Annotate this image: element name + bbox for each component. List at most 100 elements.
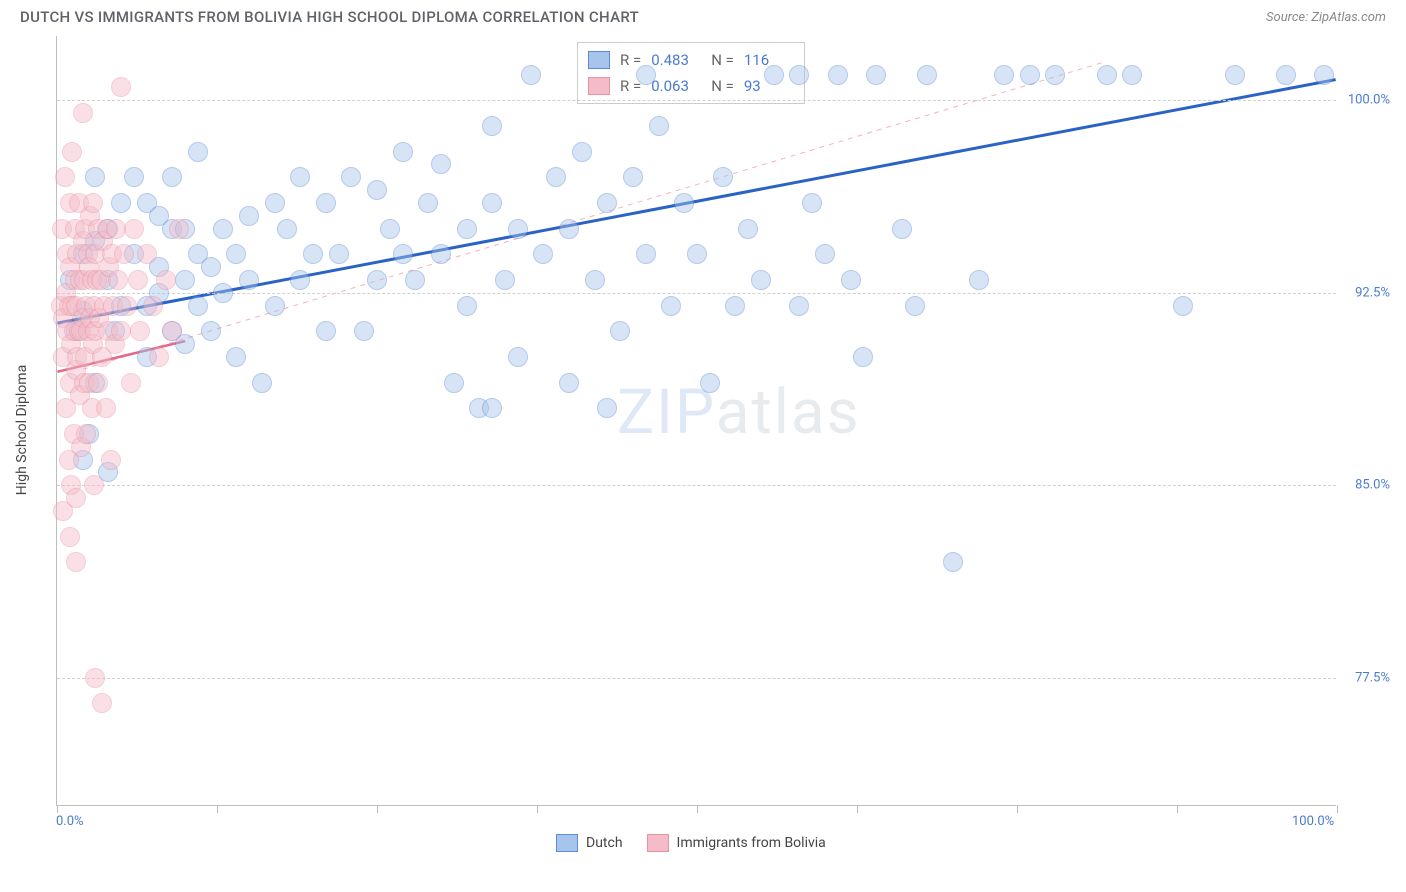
data-point <box>393 244 413 264</box>
gridline <box>57 678 1336 679</box>
data-point <box>114 244 134 264</box>
data-point <box>457 219 477 239</box>
data-point <box>495 270 515 290</box>
data-point <box>137 244 157 264</box>
data-point <box>533 244 553 264</box>
data-point <box>649 116 669 136</box>
stat-r-value: 0.483 <box>651 51 701 69</box>
data-point <box>76 424 96 444</box>
data-point <box>597 398 617 418</box>
data-point <box>175 270 195 290</box>
data-point <box>162 167 182 187</box>
y-axis-title: High School Diploma <box>14 365 30 495</box>
data-point <box>341 167 361 187</box>
data-point <box>121 373 141 393</box>
data-point <box>124 167 144 187</box>
legend-swatch <box>647 834 669 852</box>
legend-swatch <box>588 77 610 95</box>
data-point <box>661 296 681 316</box>
data-point <box>303 244 323 264</box>
data-point <box>201 321 221 341</box>
data-point <box>572 142 592 162</box>
legend-stats-row: R =0.063N =93 <box>588 73 794 99</box>
trend-lines <box>57 36 1336 805</box>
y-tick-label: 92.5% <box>1355 285 1390 300</box>
data-point <box>128 270 148 290</box>
x-tick <box>377 805 378 813</box>
data-point <box>73 103 93 123</box>
data-point <box>88 373 108 393</box>
data-point <box>111 77 131 97</box>
chart-title: DUTCH VS IMMIGRANTS FROM BOLIVIA HIGH SC… <box>20 8 639 26</box>
data-point <box>623 167 643 187</box>
data-point <box>101 450 121 470</box>
x-tick <box>1337 805 1338 813</box>
data-point <box>188 142 208 162</box>
data-point <box>687 244 707 264</box>
data-point <box>85 167 105 187</box>
data-point <box>866 65 886 85</box>
legend-item: Immigrants from Bolivia <box>647 834 826 852</box>
watermark: ZIPatlas <box>617 376 861 449</box>
data-point <box>367 180 387 200</box>
data-point <box>418 193 438 213</box>
data-point <box>367 270 387 290</box>
y-tick-label: 100.0% <box>1348 93 1390 108</box>
data-point <box>239 206 259 226</box>
data-point <box>1097 65 1117 85</box>
data-point <box>636 65 656 85</box>
data-point <box>610 321 630 341</box>
x-tick <box>857 805 858 813</box>
data-point <box>124 219 144 239</box>
data-point <box>149 347 169 367</box>
x-tick <box>697 805 698 813</box>
data-point <box>1173 296 1193 316</box>
data-point <box>169 219 189 239</box>
data-point <box>60 527 80 547</box>
legend-series: Dutch Immigrants from Bolivia <box>556 834 826 852</box>
data-point <box>265 193 285 213</box>
data-point <box>85 668 105 688</box>
legend-item: Dutch <box>556 834 623 852</box>
data-point <box>521 65 541 85</box>
data-point <box>329 244 349 264</box>
data-point <box>201 257 221 277</box>
data-point <box>111 193 131 213</box>
data-point <box>789 65 809 85</box>
data-point <box>751 270 771 290</box>
data-point <box>905 296 925 316</box>
data-point <box>316 193 336 213</box>
data-point <box>431 154 451 174</box>
gridline <box>57 293 1336 294</box>
data-point <box>508 219 528 239</box>
x-tick <box>57 805 58 813</box>
data-point <box>96 398 116 418</box>
data-point <box>713 167 733 187</box>
data-point <box>738 219 758 239</box>
data-point <box>66 488 86 508</box>
data-point <box>226 347 246 367</box>
data-point <box>108 270 128 290</box>
data-point <box>802 193 822 213</box>
data-point <box>789 296 809 316</box>
data-point <box>917 65 937 85</box>
data-point <box>143 296 163 316</box>
data-point <box>92 693 112 713</box>
data-point <box>725 296 745 316</box>
data-point <box>188 296 208 316</box>
x-tick <box>537 805 538 813</box>
data-point <box>969 270 989 290</box>
data-point <box>1314 65 1334 85</box>
chart-source: Source: ZipAtlas.com <box>1266 10 1386 25</box>
legend-stats-row: R =0.483N =116 <box>588 47 794 73</box>
data-point <box>83 193 103 213</box>
data-point <box>943 552 963 572</box>
data-point <box>66 552 86 572</box>
data-point <box>111 321 131 341</box>
data-point <box>1122 65 1142 85</box>
data-point <box>559 219 579 239</box>
data-point <box>213 219 233 239</box>
data-point <box>597 193 617 213</box>
data-point <box>764 65 784 85</box>
data-point <box>457 296 477 316</box>
